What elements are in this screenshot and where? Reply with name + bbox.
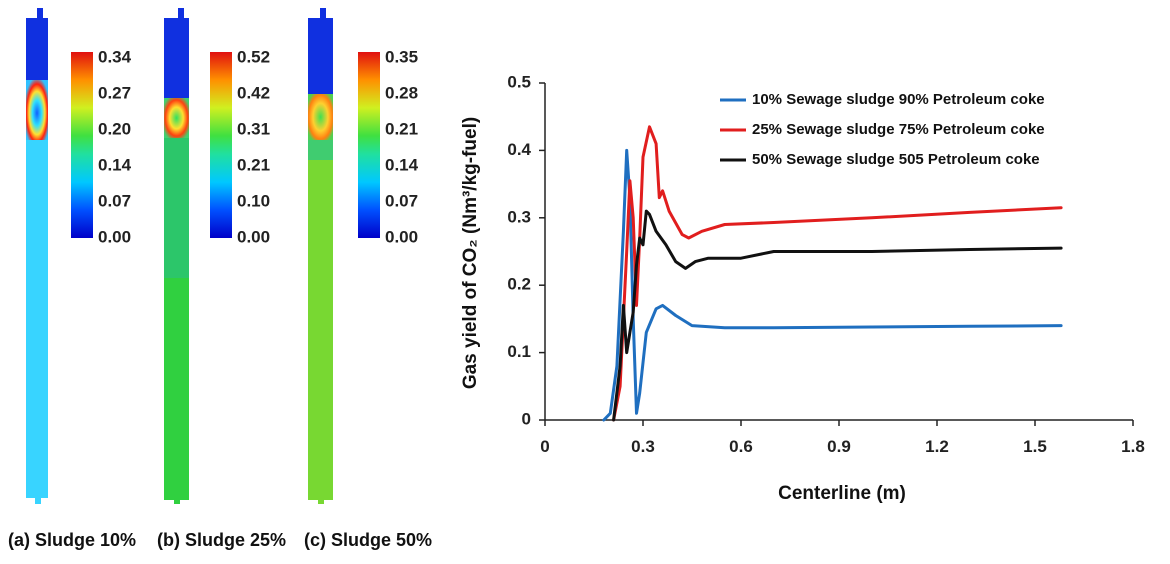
- y-tick-label: 0.4: [507, 140, 531, 159]
- column-c-body-lower: [308, 160, 333, 500]
- colorbar-tick-label: 0.21: [385, 119, 418, 138]
- column-a-body: [26, 140, 48, 498]
- column-c-tip-top: [320, 8, 326, 22]
- legend-label-2: 25% Sewage sludge 75% Petroleum coke: [752, 121, 1045, 138]
- colorbar-tick-label: 0.10: [237, 191, 270, 210]
- contour-panel-a: 0.34 0.27 0.20 0.14 0.07 0.00: [26, 8, 132, 504]
- colorbar-tick-label: 0.00: [237, 227, 270, 246]
- legend-label-3: 50% Sewage sludge 505 Petroleum coke: [752, 151, 1040, 168]
- colorbar-tick-label: 0.00: [385, 227, 418, 246]
- contour-panel-c: 0.35 0.28 0.21 0.14 0.07 0.00: [308, 8, 419, 504]
- x-tick-label: 0.3: [631, 437, 655, 456]
- chart-axes: [539, 82, 1134, 426]
- colorbar-c-ticks: 0.35 0.28 0.21 0.14 0.07 0.00: [385, 47, 419, 246]
- column-b-body-lower: [164, 278, 189, 500]
- y-tick-label: 0.2: [507, 275, 531, 294]
- chart-series: [602, 125, 1063, 422]
- column-c-body: [308, 140, 333, 160]
- colorbar-b-ticks: 0.52 0.42 0.31 0.21 0.10 0.00: [237, 47, 270, 246]
- column-b-body: [164, 138, 189, 278]
- series-line-3: [612, 209, 1063, 422]
- colorbar-tick-label: 0.14: [385, 155, 419, 174]
- colorbar-tick-label: 0.28: [385, 83, 418, 102]
- chart-legend: 10% Sewage sludge 90% Petroleum coke 25% …: [720, 91, 1045, 168]
- series-line-2: [612, 125, 1063, 422]
- column-a-tip-bottom: [35, 494, 41, 504]
- legend-label-1: 10% Sewage sludge 90% Petroleum coke: [752, 91, 1045, 108]
- column-b-tip-bottom: [174, 496, 180, 504]
- colorbar-tick-label: 0.34: [98, 47, 132, 66]
- x-tick-label: 0: [540, 437, 549, 456]
- column-b-tip-top: [178, 8, 184, 22]
- colorbar-tick-label: 0.35: [385, 47, 418, 66]
- colorbar-tick-label: 0.20: [98, 119, 131, 138]
- colorbar-tick-label: 0.07: [385, 191, 418, 210]
- caption-c: (c) Sludge 50%: [304, 530, 432, 550]
- column-b-hot-zone: [164, 98, 189, 138]
- colorbar-a-ticks: 0.34 0.27 0.20 0.14 0.07 0.00: [98, 47, 132, 246]
- x-tick-label: 1.5: [1023, 437, 1047, 456]
- colorbar-tick-label: 0.42: [237, 83, 270, 102]
- y-tick-label: 0: [522, 409, 531, 428]
- x-tick-label: 1.2: [925, 437, 949, 456]
- x-axis-title: Centerline (m): [778, 483, 906, 504]
- colorbar-tick-label: 0.27: [98, 83, 131, 102]
- colorbar-tick-label: 0.31: [237, 119, 270, 138]
- series-line-1: [602, 148, 1063, 422]
- colorbar-tick-label: 0.00: [98, 227, 131, 246]
- chart-tick-labels: 0 0.3 0.6 0.9 1.2 1.5 1.8 0 0.1 0.2 0.3 0.4 0.5: [507, 72, 1144, 456]
- line-chart: 0 0.3 0.6 0.9 1.2 1.5 1.8 0 0.1 0.2 0.3 0.4 0.5 Cent…: [460, 72, 1145, 504]
- x-tick-label: 0.9: [827, 437, 851, 456]
- colorbar-tick-label: 0.52: [237, 47, 270, 66]
- x-tick-label: 1.8: [1121, 437, 1145, 456]
- column-a-top: [26, 18, 48, 80]
- y-tick-label: 0.3: [507, 207, 531, 226]
- colorbar-tick-label: 0.07: [98, 191, 131, 210]
- column-a-hot-zone: [26, 80, 48, 140]
- column-a-tip-top: [37, 8, 43, 22]
- colorbar-tick-label: 0.14: [98, 155, 132, 174]
- y-tick-label: 0.5: [507, 72, 531, 91]
- column-b-top: [164, 18, 189, 98]
- colorbar-tick-label: 0.21: [237, 155, 270, 174]
- column-c-top: [308, 18, 333, 94]
- colorbar-c: [358, 52, 380, 238]
- colorbar-a: [71, 52, 93, 238]
- column-c-tip-bottom: [318, 496, 324, 504]
- column-c-hot-zone: [308, 94, 333, 140]
- caption-b: (b) Sludge 25%: [157, 530, 286, 550]
- colorbar-b: [210, 52, 232, 238]
- y-tick-label: 0.1: [507, 342, 531, 361]
- caption-a: (a) Sludge 10%: [8, 530, 136, 550]
- y-axis-title: Gas yield of CO₂ (Nm³/kg-fuel): [460, 117, 481, 389]
- x-tick-label: 0.6: [729, 437, 753, 456]
- contour-panel-b: 0.52 0.42 0.31 0.21 0.10 0.00: [164, 8, 270, 504]
